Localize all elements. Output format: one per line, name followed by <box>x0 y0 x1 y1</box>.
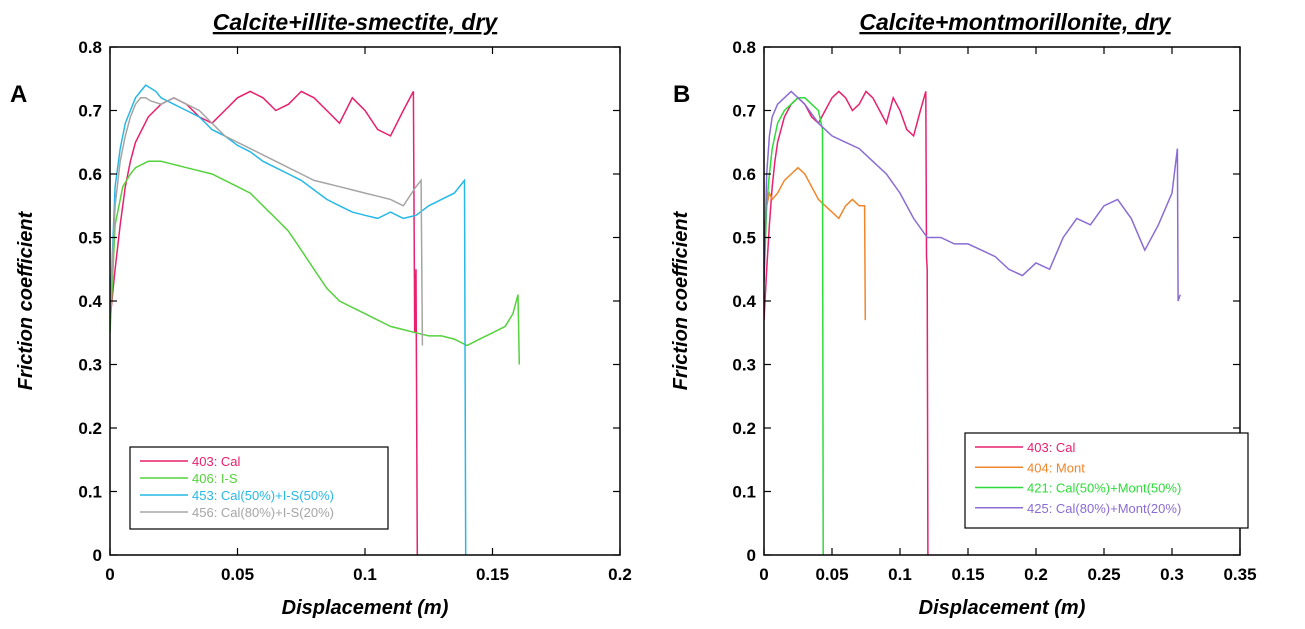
series-line-0 <box>110 90 419 555</box>
panel-label: B <box>673 81 690 108</box>
y-tick-label: 0 <box>93 546 102 565</box>
legend-entry: 403: Cal <box>192 454 241 469</box>
y-tick-label: 0.8 <box>732 38 756 57</box>
legend-entry: 453: Cal(50%)+I-S(50%) <box>192 488 334 503</box>
x-axis-label: Displacement (m) <box>282 597 449 619</box>
series-line-2 <box>764 97 824 555</box>
y-tick-label: 0.2 <box>732 419 756 438</box>
x-tick-label: 0.25 <box>1087 565 1120 584</box>
legend-entry: 403: Cal <box>1027 440 1076 455</box>
x-tick-label: 0.05 <box>815 565 848 584</box>
y-tick-label: 0.5 <box>732 229 756 248</box>
y-axis-label: Friction coefficient <box>15 210 37 390</box>
legend: 403: Cal 404: Mont 421: Cal(50%)+Mont(50%)… <box>964 432 1249 529</box>
y-tick-label: 0.1 <box>78 483 102 502</box>
y-tick-label: 0.2 <box>78 419 102 438</box>
x-tick-label: 0.1 <box>888 565 912 584</box>
y-tick-label: 0.7 <box>732 102 756 121</box>
x-tick-label: 0.15 <box>951 565 984 584</box>
x-tick-label: 0 <box>105 565 114 584</box>
series-line-1 <box>764 166 867 321</box>
legend: 403: Cal 406: I-S 453: Cal(50%)+I-S(50%) 45… <box>129 446 389 530</box>
y-tick-label: 0.6 <box>78 165 102 184</box>
y-tick-label: 0.3 <box>78 356 102 375</box>
x-tick-label: 0.3 <box>1160 565 1184 584</box>
x-tick-label: 0.05 <box>221 565 254 584</box>
y-tick-label: 0.3 <box>732 356 756 375</box>
series-line-0 <box>764 90 929 555</box>
chart-title: Calcite+illite-smectite, dry <box>213 9 499 35</box>
legend-entry: 425: Cal(80%)+Mont(20%) <box>1027 501 1181 516</box>
legend-entry: 421: Cal(50%)+Mont(50%) <box>1027 481 1181 496</box>
x-tick-label: 0.2 <box>1024 565 1048 584</box>
x-tick-label: 0.2 <box>608 565 632 584</box>
y-axis-label: Friction coefficient <box>670 210 692 390</box>
y-tick-label: 0.5 <box>78 229 102 248</box>
x-tick-label: 0.35 <box>1223 565 1256 584</box>
y-tick-label: 0.7 <box>78 102 102 121</box>
y-tick-label: 0.4 <box>732 292 756 311</box>
chart-panel-b: Calcite+montmorillonite, dry B Displacemen… <box>670 9 1257 619</box>
series-line-1 <box>110 160 521 365</box>
y-tick-label: 0.6 <box>732 165 756 184</box>
x-axis-label: Displacement (m) <box>919 597 1086 619</box>
chart-panel-a: Calcite+illite-smectite, dry A Displacemen… <box>10 9 632 619</box>
legend-entry: 406: I-S <box>192 471 238 486</box>
y-tick-label: 0.8 <box>78 38 102 57</box>
y-tick-label: 0.4 <box>78 292 102 311</box>
y-tick-label: 0.1 <box>732 483 756 502</box>
series-line-2 <box>110 84 467 555</box>
x-tick-label: 0.1 <box>353 565 377 584</box>
x-tick-label: 0 <box>759 565 768 584</box>
series-line-3 <box>110 96 424 346</box>
x-tick-label: 0.15 <box>476 565 509 584</box>
y-tick-label: 0 <box>747 546 756 565</box>
legend-box <box>964 432 1249 529</box>
panel-label: A <box>10 81 27 108</box>
legend-entry: 404: Mont <box>1027 460 1085 475</box>
series-line-3 <box>764 90 1181 302</box>
chart-title: Calcite+montmorillonite, dry <box>859 9 1171 35</box>
legend-entry: 456: Cal(80%)+I-S(20%) <box>192 505 334 520</box>
